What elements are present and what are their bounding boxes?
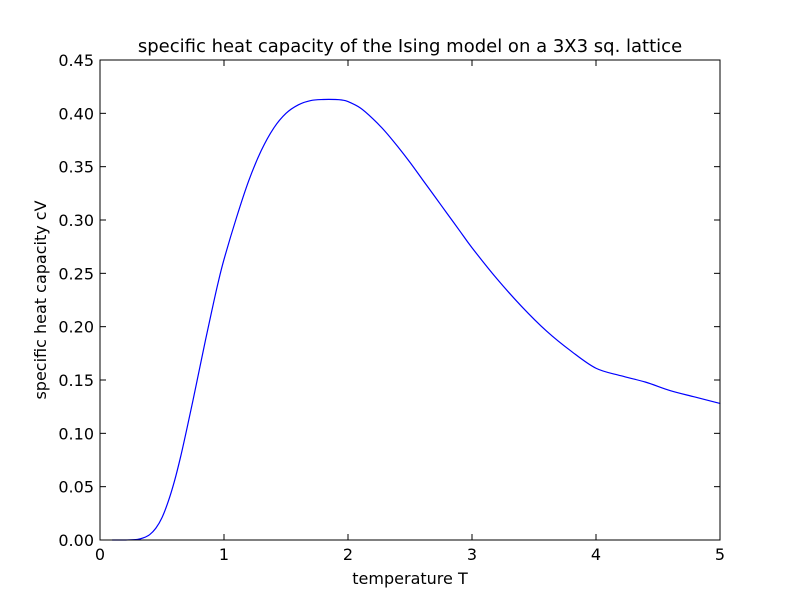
x-tick-label: 4 <box>591 545 601 564</box>
y-tick-label: 0.30 <box>58 211 94 230</box>
chart-title: specific heat capacity of the Ising mode… <box>138 36 682 57</box>
plot-frame <box>99 59 721 541</box>
y-tick-label: 0.25 <box>58 264 94 283</box>
x-tick-label: 0 <box>95 545 105 564</box>
y-tick-label: 0.05 <box>58 478 94 497</box>
plot-area-background <box>100 60 720 540</box>
y-tick-label: 0.40 <box>58 104 94 123</box>
x-axis-label: temperature T <box>352 569 468 588</box>
y-tick-label: 0.35 <box>58 158 94 177</box>
x-tick-label: 3 <box>467 545 477 564</box>
y-tick-label: 0.00 <box>58 531 94 550</box>
y-axis-label: specific heat capacity cV <box>31 200 50 399</box>
x-tick-label: 1 <box>219 545 229 564</box>
x-tick-label: 5 <box>715 545 725 564</box>
y-tick-label: 0.20 <box>58 318 94 337</box>
series-line-0 <box>111 98 721 541</box>
y-tick-label: 0.45 <box>58 51 94 70</box>
ticks-layer: 0 1 2 3 4 5 0.00 0.05 0.10 0.15 0.20 0.25 0.30 0.35 0.… <box>58 51 725 564</box>
series-layer <box>111 98 721 541</box>
y-tick-label: 0.10 <box>58 424 94 443</box>
y-tick-label: 0.15 <box>58 371 94 390</box>
x-tick-label: 2 <box>343 545 353 564</box>
